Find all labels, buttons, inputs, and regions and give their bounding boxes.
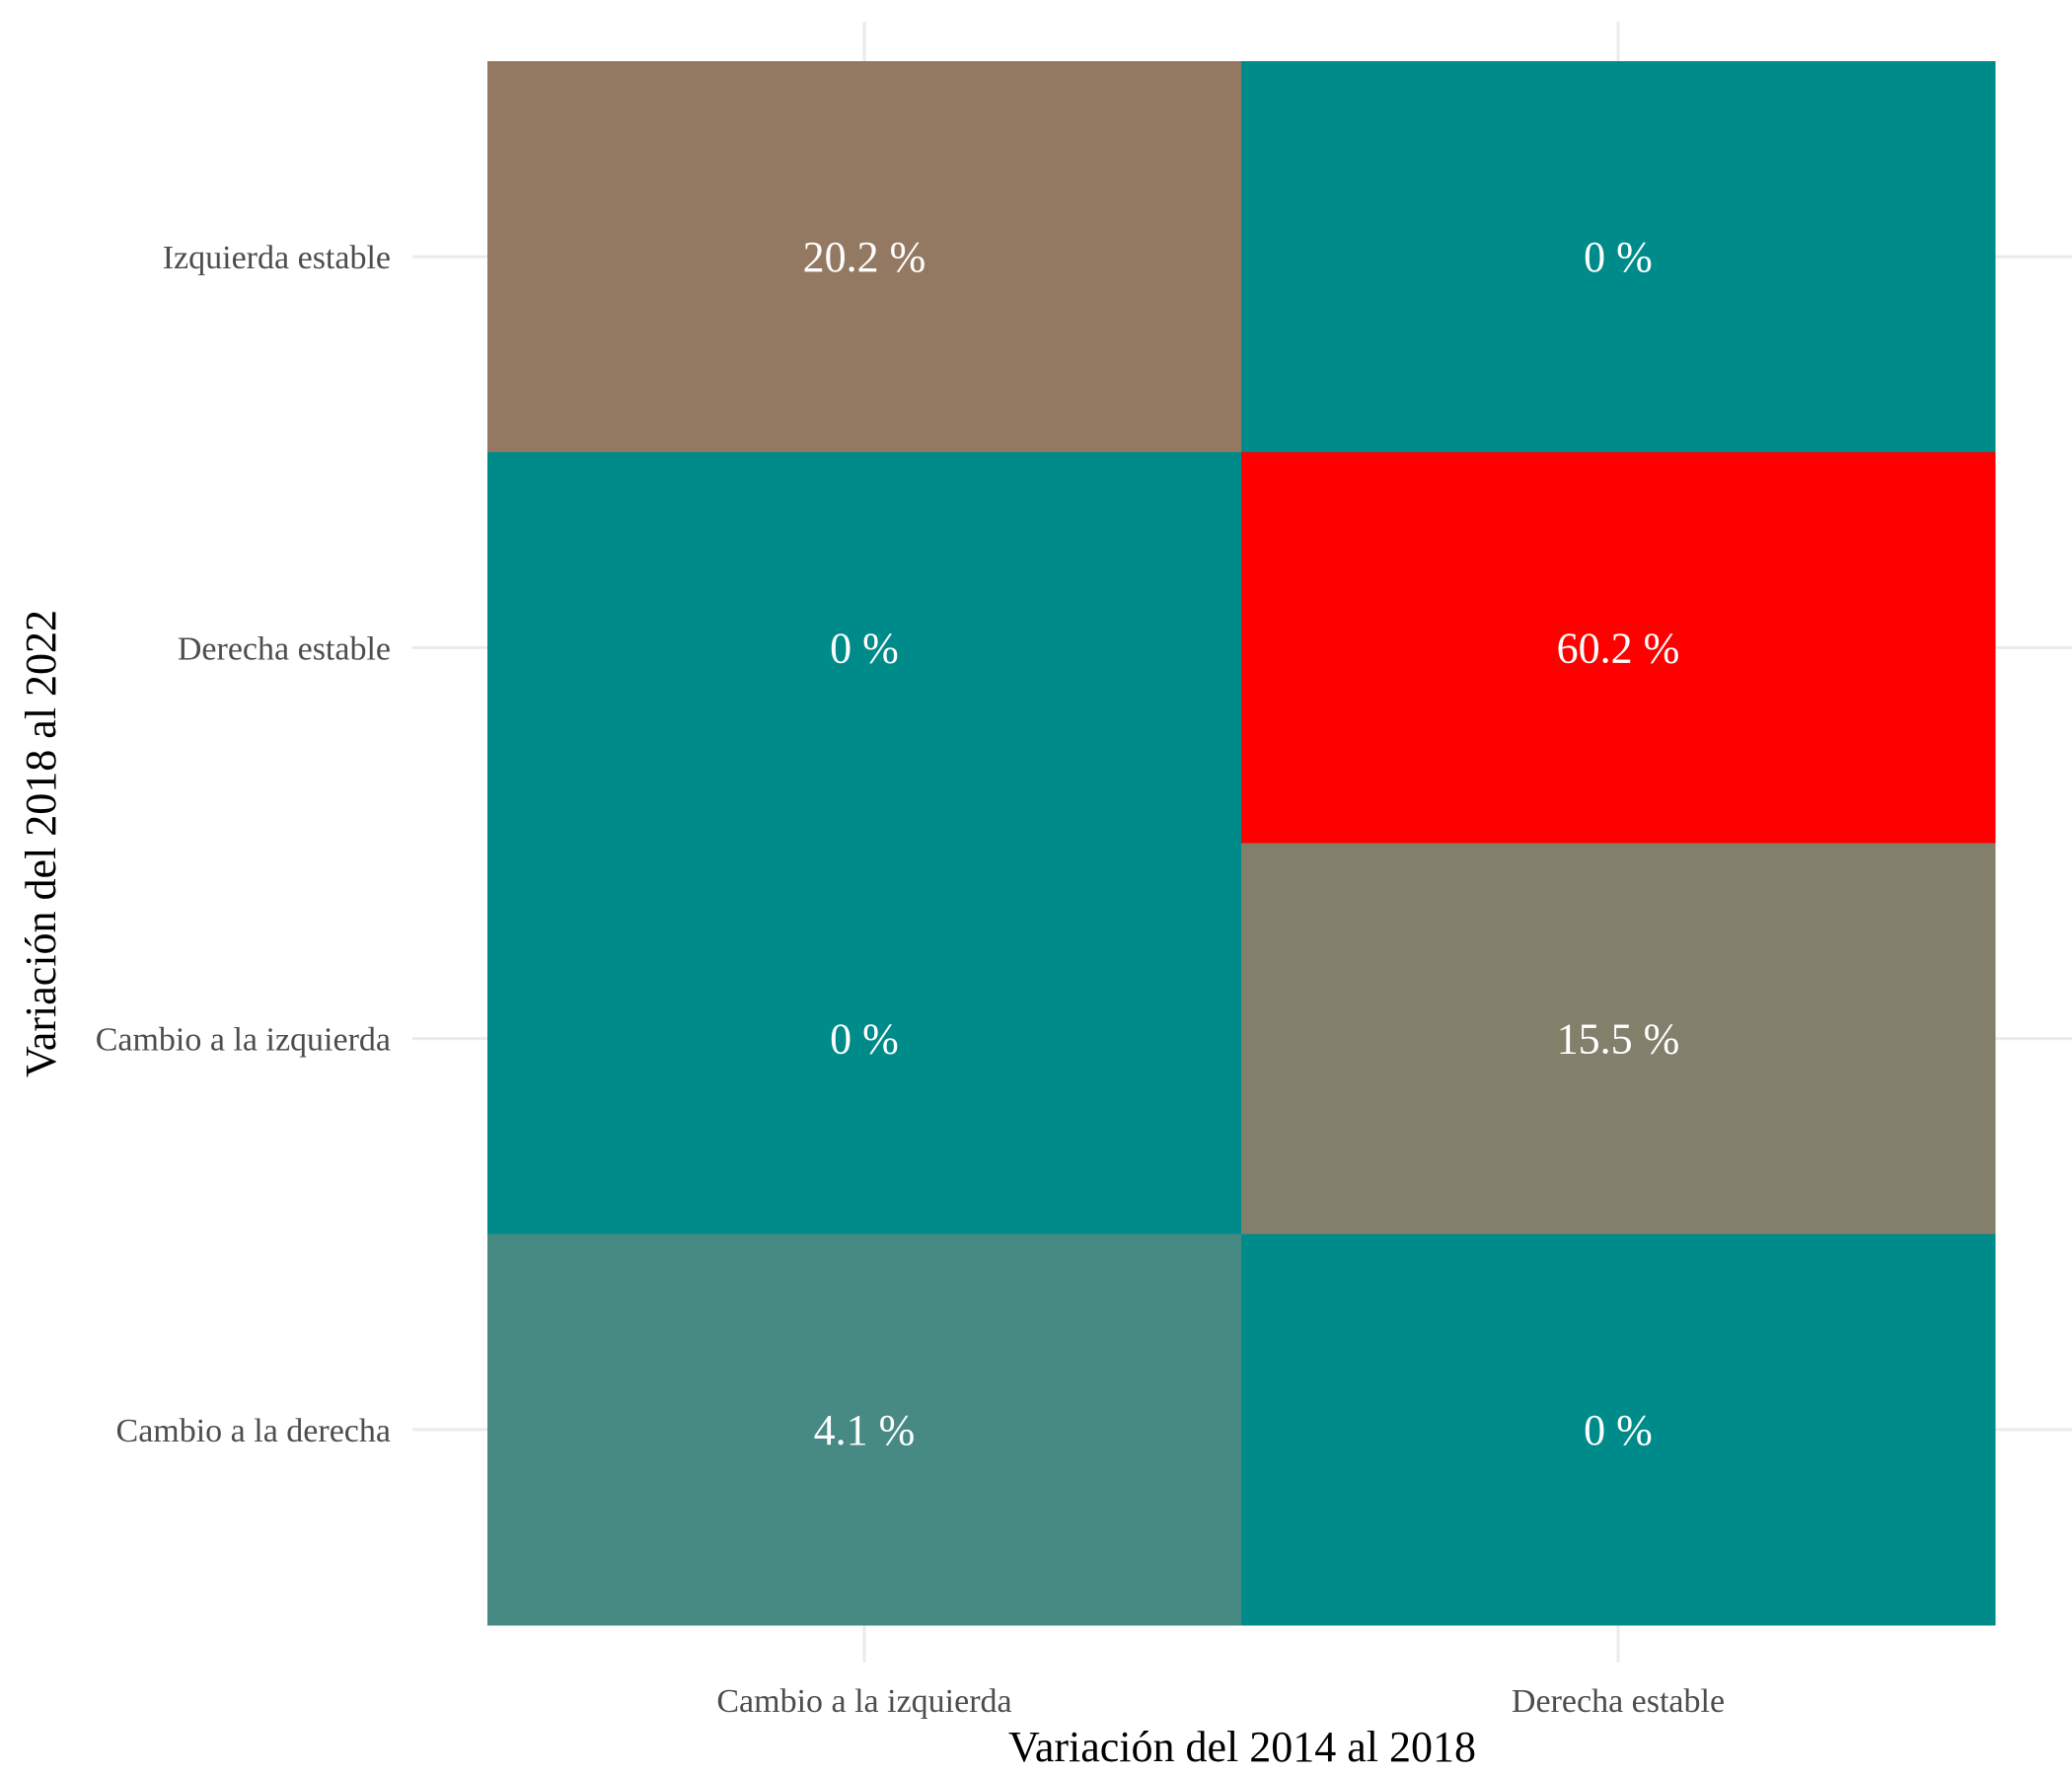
heatmap-cell — [487, 452, 1242, 844]
heatmap-cell — [1241, 61, 1996, 453]
y-tick-label: Izquierda estable — [163, 240, 391, 276]
heatmap-cell — [1241, 843, 1996, 1235]
y-axis-title: Variación del 2018 al 2022 — [17, 610, 65, 1077]
x-tick-label: Derecha estable — [1512, 1683, 1725, 1720]
tick-label-layer: Cambio a la izquierda Derecha estable Izqu… — [96, 240, 1725, 1720]
cell-layer — [487, 61, 1996, 1626]
cell-value-label: 20.2 % — [803, 233, 926, 281]
cell-value-label: 60.2 % — [1557, 624, 1680, 672]
heatmap-cell — [487, 61, 1242, 453]
cell-value-label: 0 % — [830, 1015, 899, 1064]
heatmap-cell — [487, 1233, 1242, 1626]
x-axis-title: Variación del 2014 al 2018 — [1008, 1723, 1476, 1771]
y-tick-label: Derecha estable — [178, 630, 391, 667]
cell-value-label: 0 % — [830, 624, 899, 672]
x-tick-label: Cambio a la izquierda — [716, 1683, 1011, 1720]
heatmap-cell — [487, 843, 1242, 1235]
heatmap-cell — [1241, 1233, 1996, 1626]
y-tick-label: Cambio a la derecha — [116, 1413, 391, 1449]
cell-label-layer: 20.2 % 0 % 0 % 60.2 % 0 % 15.5 % 4.1 % 0 % — [803, 233, 1680, 1454]
heatmap-cell — [1241, 452, 1996, 844]
cell-value-label: 4.1 % — [814, 1406, 916, 1454]
y-tick-label: Cambio a la izquierda — [96, 1022, 391, 1059]
cell-value-label: 0 % — [1584, 233, 1653, 281]
cell-value-label: 0 % — [1584, 1406, 1653, 1454]
cell-value-label: 15.5 % — [1557, 1015, 1680, 1064]
